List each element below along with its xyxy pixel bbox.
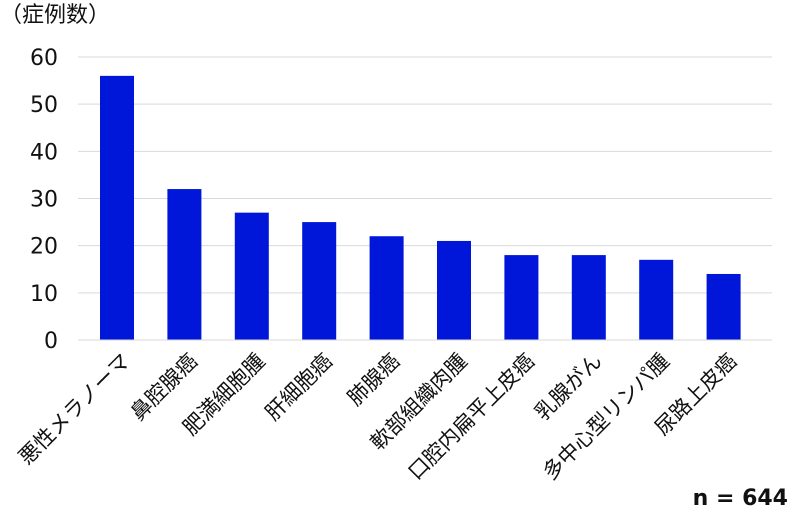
y-axis-label: （症例数） [0, 3, 110, 28]
bar [369, 236, 404, 340]
y-tick-label: 20 [30, 235, 58, 260]
y-tick-label: 10 [30, 282, 58, 307]
x-tick-label: 悪性メラノーマ [14, 349, 135, 470]
bars [100, 75, 741, 340]
sample-size-note: n = 644 [693, 486, 788, 511]
bar [639, 259, 674, 340]
bar [504, 255, 539, 340]
y-tick-label: 40 [30, 140, 58, 165]
y-tick-label: 0 [44, 329, 58, 354]
bar [234, 212, 269, 340]
y-tick-label: 30 [30, 188, 58, 213]
bar [302, 222, 337, 340]
y-tick-label: 50 [30, 93, 58, 118]
x-tick-label: 多中心型リンパ腫 [538, 349, 674, 485]
x-tick-label: 肺腺癌 [343, 349, 405, 411]
y-tick-label: 60 [30, 46, 58, 71]
bar [571, 255, 606, 340]
y-axis-ticks: 0 10 20 30 40 50 60 [30, 46, 58, 354]
bar [437, 240, 471, 340]
bar [100, 75, 134, 340]
x-tick-label: 肝細胞癌 [261, 349, 337, 425]
bar [167, 189, 202, 340]
bar [706, 273, 741, 340]
x-tick-label: 口腔内扁平上皮癌 [403, 349, 539, 485]
